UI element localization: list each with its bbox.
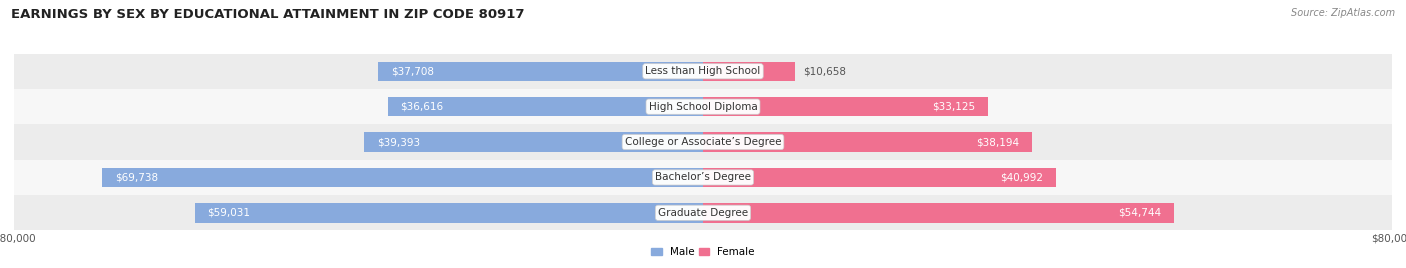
Bar: [14, 124, 1392, 160]
Text: Graduate Degree: Graduate Degree: [658, 208, 748, 218]
Bar: [703, 62, 794, 81]
Text: $38,194: $38,194: [976, 137, 1019, 147]
Bar: [364, 132, 703, 152]
Text: $54,744: $54,744: [1118, 208, 1161, 218]
Text: High School Diploma: High School Diploma: [648, 102, 758, 112]
Bar: [388, 97, 703, 116]
Bar: [103, 168, 703, 187]
Bar: [703, 97, 988, 116]
Bar: [703, 168, 1056, 187]
Legend: Male, Female: Male, Female: [651, 247, 755, 257]
Text: $10,658: $10,658: [803, 66, 846, 76]
Bar: [703, 203, 1174, 222]
Bar: [14, 195, 1392, 230]
Text: Bachelor’s Degree: Bachelor’s Degree: [655, 172, 751, 183]
Bar: [378, 62, 703, 81]
Bar: [14, 160, 1392, 195]
Text: Source: ZipAtlas.com: Source: ZipAtlas.com: [1291, 8, 1395, 18]
Text: College or Associate’s Degree: College or Associate’s Degree: [624, 137, 782, 147]
Text: $37,708: $37,708: [391, 66, 434, 76]
Bar: [14, 89, 1392, 124]
Text: $40,992: $40,992: [1000, 172, 1043, 183]
Text: $69,738: $69,738: [115, 172, 159, 183]
Text: $33,125: $33,125: [932, 102, 976, 112]
Text: $36,616: $36,616: [401, 102, 444, 112]
Bar: [194, 203, 703, 222]
Text: $39,393: $39,393: [377, 137, 420, 147]
Bar: [703, 132, 1032, 152]
Text: $59,031: $59,031: [208, 208, 250, 218]
Text: Less than High School: Less than High School: [645, 66, 761, 76]
Text: EARNINGS BY SEX BY EDUCATIONAL ATTAINMENT IN ZIP CODE 80917: EARNINGS BY SEX BY EDUCATIONAL ATTAINMEN…: [11, 8, 524, 21]
Bar: [14, 54, 1392, 89]
